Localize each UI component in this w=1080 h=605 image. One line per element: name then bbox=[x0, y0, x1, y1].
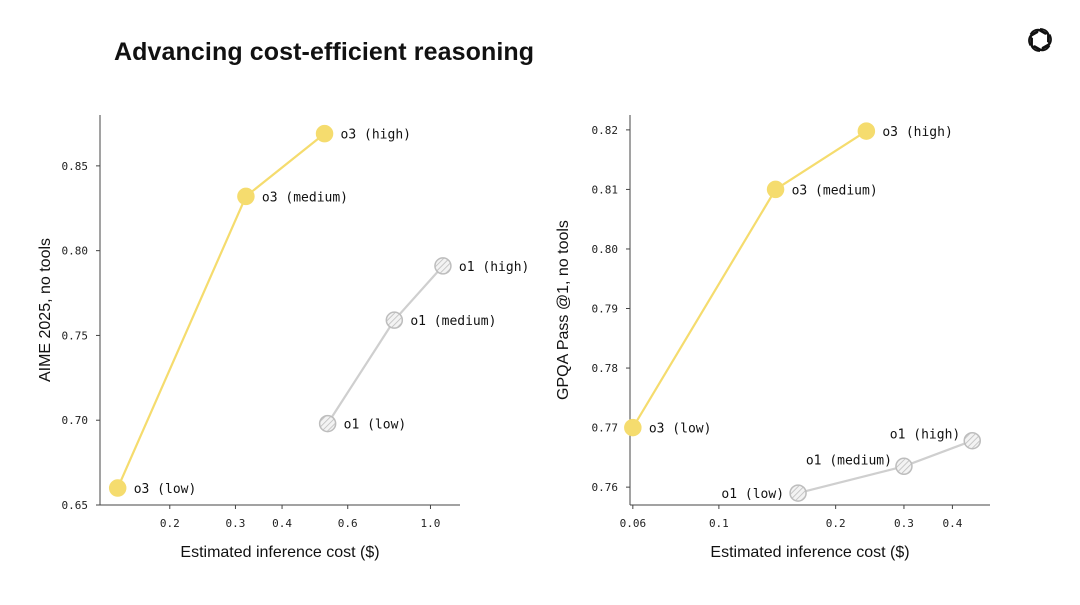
data-point-o3 bbox=[108, 479, 127, 497]
data-label: o3 (medium) bbox=[792, 183, 878, 198]
series-line-o3 bbox=[116, 132, 326, 489]
chart-2: 0.76 0.77 0.78 0.79 0.80 0.81 0.82 0.06 0.1 0.2 0.… bbox=[555, 115, 990, 561]
x-tick-label: 1.0 bbox=[421, 517, 441, 530]
data-label: o1 (medium) bbox=[410, 314, 496, 329]
data-point-o1 bbox=[434, 257, 452, 275]
y-tick-label: 0.70 bbox=[62, 414, 89, 427]
page-title: Advancing cost-efficient reasoning bbox=[114, 38, 535, 66]
data-label: o3 (high) bbox=[341, 128, 411, 143]
x-tick-label: 0.06 bbox=[620, 517, 647, 530]
x-tick-label: 0.4 bbox=[272, 517, 292, 530]
y-tick-label: 0.78 bbox=[592, 362, 619, 375]
y-tick-label: 0.77 bbox=[592, 422, 619, 435]
data-point-o3 bbox=[624, 418, 642, 437]
y-axis-label: GPQA Pass @1, no tools bbox=[555, 220, 572, 400]
x-tick-label: 0.4 bbox=[942, 517, 962, 530]
data-label: o3 (high) bbox=[882, 125, 952, 140]
y-tick-label: 0.76 bbox=[592, 481, 619, 494]
x-tick-label: 0.3 bbox=[226, 517, 246, 530]
y-tick-label: 0.80 bbox=[62, 245, 89, 258]
data-point-o1 bbox=[385, 311, 404, 329]
data-point-o3 bbox=[857, 122, 876, 140]
y-tick-label: 0.82 bbox=[592, 124, 619, 137]
data-point-o3 bbox=[237, 187, 255, 206]
series-line-o1 bbox=[326, 265, 444, 425]
x-tick-label: 0.2 bbox=[160, 517, 180, 530]
y-tick-label: 0.85 bbox=[62, 160, 89, 173]
y-tick-label: 0.80 bbox=[592, 243, 619, 256]
data-point-o3 bbox=[315, 124, 334, 143]
data-label: o1 (medium) bbox=[806, 453, 892, 468]
data-label: o1 (high) bbox=[459, 260, 529, 275]
data-label: o3 (low) bbox=[649, 422, 712, 437]
openai-logo-icon bbox=[1028, 28, 1052, 52]
y-tick-label: 0.81 bbox=[592, 183, 619, 196]
data-label: o3 (low) bbox=[134, 482, 197, 497]
y-tick-label: 0.65 bbox=[62, 499, 89, 512]
x-axis-label: Estimated inference cost ($) bbox=[710, 544, 909, 561]
x-axis-label: Estimated inference cost ($) bbox=[180, 544, 379, 561]
x-tick-label: 0.1 bbox=[709, 517, 729, 530]
x-tick-label: 0.6 bbox=[338, 517, 358, 530]
data-label: o1 (high) bbox=[890, 428, 960, 443]
series-line-o3 bbox=[631, 130, 867, 429]
data-point-o1 bbox=[318, 414, 337, 433]
data-label: o1 (low) bbox=[344, 418, 407, 433]
data-label: o1 (low) bbox=[721, 487, 784, 502]
x-tick-label: 0.2 bbox=[826, 517, 846, 530]
y-tick-label: 0.79 bbox=[592, 303, 619, 316]
data-point-o1 bbox=[895, 457, 913, 476]
x-tick-label: 0.3 bbox=[894, 517, 914, 530]
data-point-o1 bbox=[789, 484, 807, 502]
data-point-o1 bbox=[963, 431, 982, 450]
y-axis-label: AIME 2025, no tools bbox=[37, 238, 54, 382]
y-tick-label: 0.75 bbox=[62, 329, 89, 342]
chart-1: 0.65 0.70 0.75 0.80 0.85 0.2 0.3 0.4 0.6 1.0 Estim… bbox=[37, 115, 529, 561]
data-label: o3 (medium) bbox=[262, 190, 348, 205]
data-point-o3 bbox=[766, 180, 785, 199]
